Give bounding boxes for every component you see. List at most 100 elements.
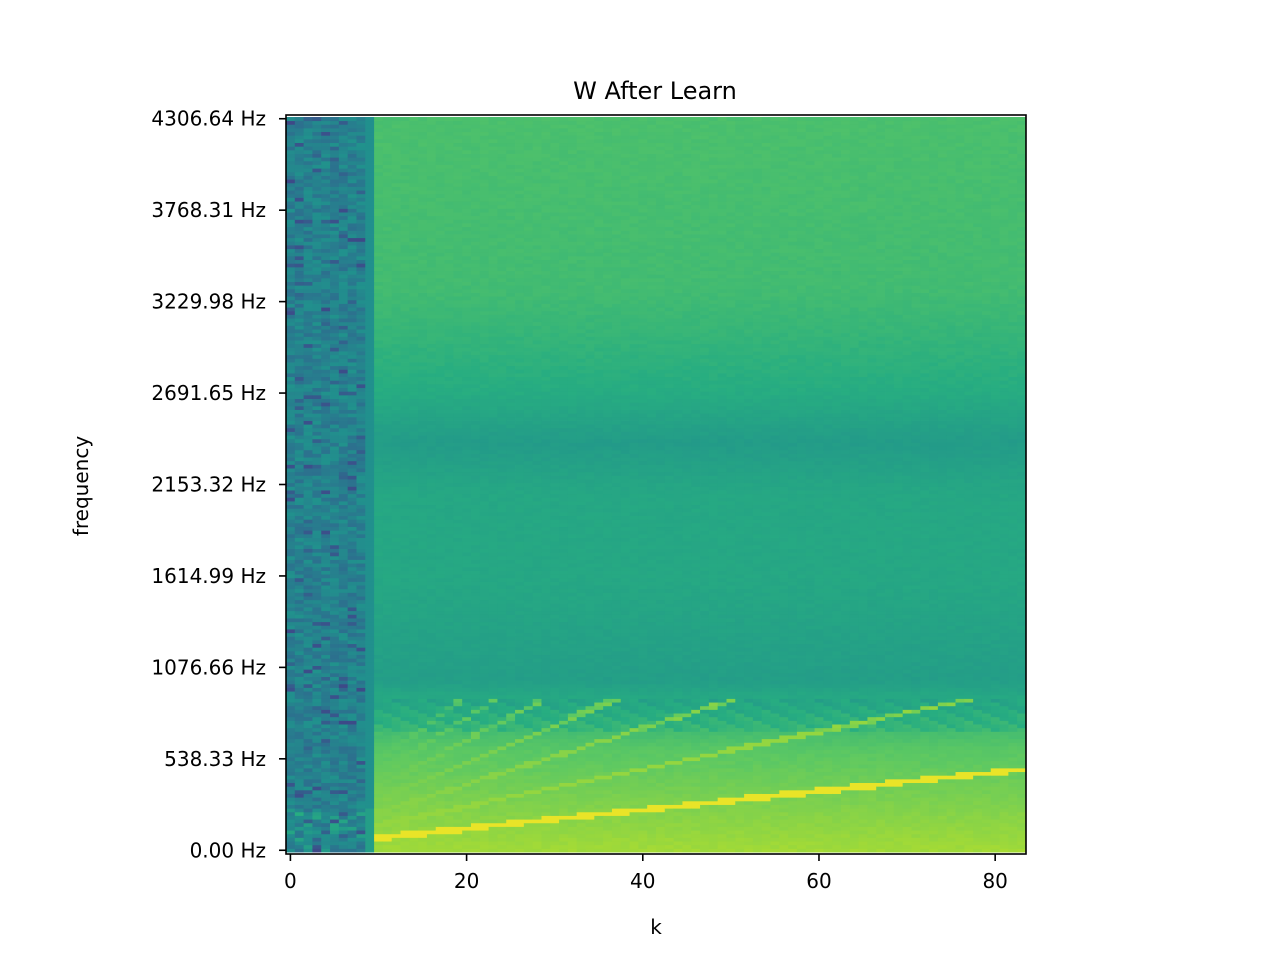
heatmap-cell [382, 522, 393, 528]
heatmap-cell [426, 314, 437, 319]
heatmap-cell [330, 815, 340, 820]
heatmap-cell [444, 724, 454, 729]
heatmap-cell [374, 782, 384, 787]
heatmap-cell [488, 519, 498, 524]
heatmap-cell [330, 230, 340, 235]
heatmap-cell [356, 310, 366, 315]
heatmap-cell [444, 661, 454, 666]
heatmap-cell [294, 808, 305, 813]
heatmap-cell [418, 786, 428, 791]
heatmap-cell [286, 636, 296, 641]
heatmap-cell [409, 735, 419, 740]
heatmap-cell [418, 676, 428, 681]
heatmap-cell [382, 281, 393, 286]
heatmap-cell [462, 420, 472, 425]
heatmap-cell [312, 643, 322, 648]
heatmap-cell [471, 541, 481, 546]
heatmap-cell [321, 241, 331, 246]
heatmap-cell [356, 208, 366, 213]
heatmap-cell [286, 811, 296, 816]
heatmap-cell [321, 815, 331, 820]
heatmap-cell [347, 332, 357, 337]
heatmap-cell [435, 592, 445, 597]
heatmap-cell [418, 127, 428, 133]
heatmap-cell [488, 402, 498, 407]
heatmap-cell [400, 446, 410, 451]
heatmap-cell [435, 449, 445, 454]
heatmap-cell [338, 266, 349, 272]
heatmap-cell [497, 625, 507, 630]
heatmap-cell [391, 424, 401, 429]
heatmap-cell [330, 175, 340, 180]
heatmap-cell [382, 457, 393, 462]
heatmap-cell [321, 120, 331, 125]
heatmap-cell [365, 680, 375, 685]
heatmap-cell [330, 720, 340, 725]
heatmap-cell [400, 398, 410, 403]
heatmap-cell [382, 310, 393, 315]
heatmap-cell [356, 215, 366, 220]
heatmap-cell [382, 570, 393, 575]
heatmap-cell [365, 749, 375, 754]
heatmap-cell [435, 398, 445, 403]
heatmap-cell [312, 270, 322, 275]
heatmap-cell [294, 288, 305, 293]
heatmap-cell [347, 376, 357, 381]
heatmap-cell [400, 464, 410, 469]
heatmap-cell [418, 735, 428, 740]
heatmap-cell [286, 833, 296, 838]
heatmap-cell [488, 237, 498, 242]
heatmap-cell [453, 665, 463, 670]
heatmap-cell [356, 321, 366, 326]
heatmap-cell [426, 841, 437, 846]
heatmap-cell [338, 318, 349, 323]
heatmap-cell [453, 621, 463, 626]
heatmap-cell [418, 760, 428, 765]
heatmap-cell [462, 358, 472, 363]
heatmap-cell [347, 639, 357, 645]
heatmap-cell [294, 380, 305, 385]
heatmap-cell [400, 325, 410, 330]
heatmap-cell [435, 731, 445, 736]
heatmap-cell [338, 687, 349, 692]
heatmap-cell [321, 281, 331, 286]
heatmap-cell [488, 800, 498, 805]
heatmap-cell [453, 438, 463, 443]
heatmap-cell [382, 252, 393, 257]
heatmap-cell [497, 468, 507, 473]
heatmap-cell [435, 182, 445, 187]
heatmap-cell [435, 811, 445, 816]
heatmap-cell [294, 230, 305, 235]
heatmap-cell [479, 830, 490, 835]
heatmap-cell [347, 182, 357, 187]
heatmap-cell [418, 358, 428, 363]
heatmap-cell [303, 307, 313, 312]
heatmap-cell [321, 508, 331, 513]
heatmap-cell [330, 365, 340, 370]
heatmap-cell [382, 380, 393, 385]
heatmap-cell [435, 416, 445, 421]
heatmap-cell [374, 193, 384, 198]
heatmap-cell [444, 603, 454, 608]
heatmap-cell [418, 687, 428, 692]
heatmap-cell [303, 281, 313, 286]
heatmap-cell [479, 193, 490, 198]
heatmap-cell [321, 548, 331, 553]
heatmap-cell [294, 683, 305, 688]
heatmap-cell [453, 698, 463, 703]
heatmap-cell [286, 135, 296, 140]
heatmap-cell [400, 336, 410, 341]
heatmap-cell [382, 479, 393, 484]
heatmap-cell [286, 720, 296, 725]
heatmap-cell [347, 230, 357, 235]
heatmap-cell [321, 398, 331, 403]
heatmap-cell [338, 435, 349, 440]
heatmap-cell [356, 497, 366, 502]
heatmap-cell [426, 610, 437, 615]
heatmap-cell [462, 654, 472, 659]
heatmap-cell [444, 826, 454, 831]
heatmap-cell [497, 800, 507, 805]
heatmap-cell [347, 354, 357, 359]
heatmap-cell [338, 179, 349, 184]
heatmap-cell [356, 402, 366, 407]
